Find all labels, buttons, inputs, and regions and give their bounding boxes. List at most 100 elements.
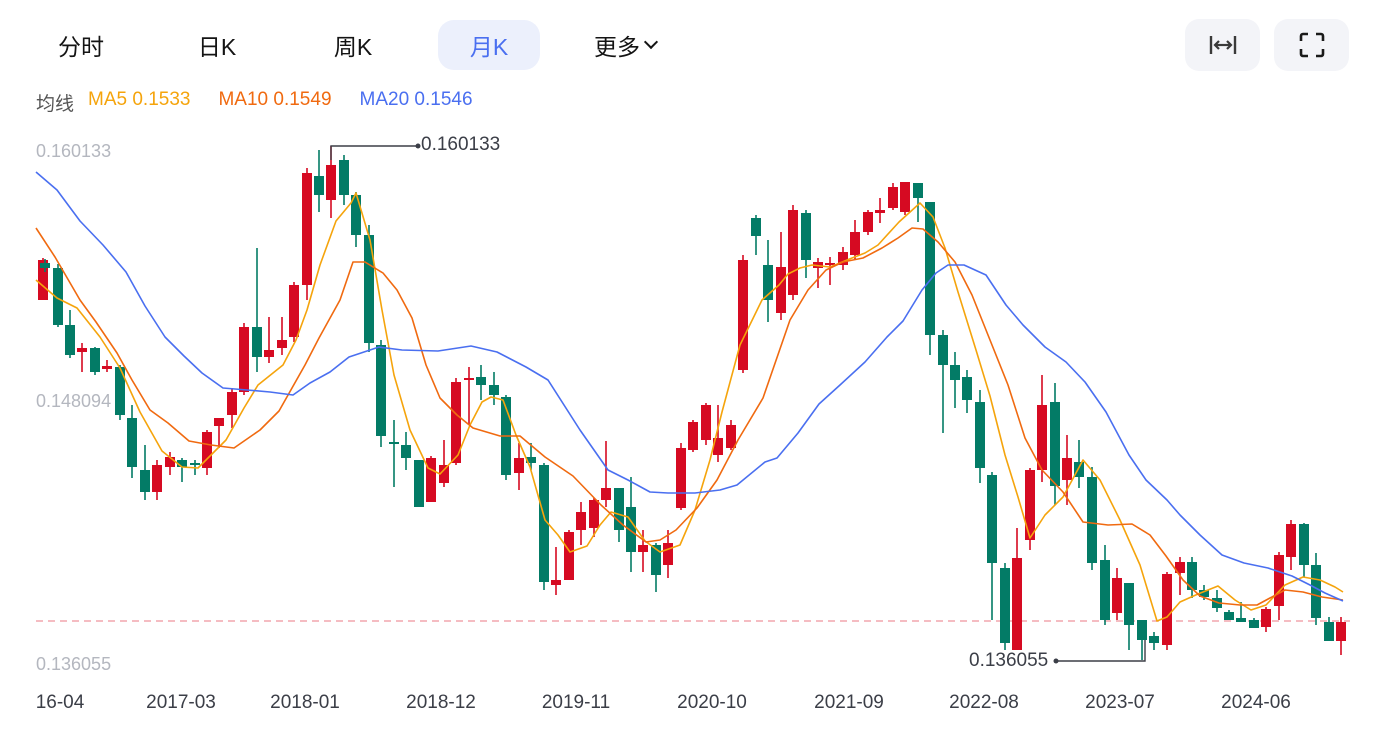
fit-width-button[interactable]: [1185, 19, 1260, 71]
candle-body: [1311, 565, 1321, 618]
tab-daily-k[interactable]: 日K: [166, 20, 268, 70]
candle-body: [239, 327, 249, 392]
x-axis-label: 2024-06: [1221, 692, 1291, 713]
candle-body: [1199, 590, 1209, 597]
x-axis-label: 2021-09: [814, 692, 884, 713]
candle-body: [90, 348, 100, 372]
candle-body: [1299, 524, 1309, 565]
candle-body: [1124, 583, 1134, 625]
candle-body: [376, 345, 386, 436]
y-axis-label-top: 0.160133: [36, 141, 112, 161]
candle-body: [339, 160, 349, 195]
candle-body: [40, 263, 50, 268]
tab-label: 周K: [333, 34, 373, 60]
tab-weekly-k[interactable]: 周K: [302, 20, 404, 70]
candle-body: [539, 465, 549, 582]
candle-body: [264, 350, 274, 357]
candle-body: [726, 425, 736, 448]
x-axis-label: 2018-01: [270, 692, 340, 713]
candle-body: [801, 213, 811, 260]
candle-body: [1050, 402, 1060, 486]
y-axis-label-bottom: 0.136055: [36, 654, 112, 674]
candle-body: [776, 267, 786, 313]
tab-intraday[interactable]: 分时: [30, 20, 132, 70]
candle-body: [925, 202, 935, 335]
x-axis-label: 2017-03: [146, 692, 216, 713]
y-axis-label-mid: 0.148094: [36, 391, 112, 411]
candle-body: [751, 218, 761, 236]
candle-body: [351, 195, 361, 235]
candle-body: [1149, 636, 1159, 643]
candle-body: [227, 392, 237, 415]
candle-body: [638, 545, 648, 552]
period-tabs: 分时 日K 周K 月K 更多: [30, 20, 710, 70]
ma-legend-label: 均线: [36, 94, 75, 115]
candle-body: [252, 327, 262, 357]
candle-body: [614, 488, 624, 530]
fullscreen-button[interactable]: [1274, 19, 1349, 71]
candle-body: [888, 187, 898, 208]
candle-body: [38, 260, 48, 300]
candle-body: [426, 458, 436, 502]
candle-body: [1037, 405, 1047, 470]
candle-body: [115, 367, 125, 415]
candle-body: [626, 507, 636, 552]
candle-body: [1025, 470, 1035, 540]
candle-body: [987, 475, 997, 563]
candle-body: [514, 458, 524, 473]
candle-body: [1074, 462, 1084, 477]
max-price-annotation: 0.160133: [421, 134, 501, 155]
candle-body: [950, 365, 960, 380]
candle-body: [975, 402, 985, 468]
candle-body: [165, 457, 175, 467]
candle-body: [551, 580, 561, 585]
candle-body: [526, 457, 536, 463]
candle-body: [202, 432, 212, 468]
tab-more-dropdown[interactable]: 更多: [574, 20, 676, 70]
candle-body: [1137, 620, 1147, 640]
candle-body: [913, 183, 923, 198]
candle-body: [1274, 555, 1284, 606]
candle-body: [1000, 568, 1010, 643]
candle-body: [326, 165, 336, 200]
candle-body: [302, 173, 312, 285]
candle-body: [601, 488, 611, 500]
candle-body: [190, 463, 200, 465]
candle-body: [1261, 609, 1271, 627]
candle-body: [476, 377, 486, 385]
candle-body: [962, 377, 972, 400]
candle-body: [65, 325, 75, 355]
candle-body: [825, 263, 835, 265]
candle-body: [1249, 620, 1259, 628]
candle-body: [850, 232, 860, 255]
tab-label: 更多: [594, 34, 640, 60]
candle-body: [414, 460, 424, 507]
max-pointer-line: [330, 145, 418, 160]
candle-body: [788, 210, 798, 295]
candle-body: [1224, 612, 1234, 620]
candle-body: [439, 465, 449, 483]
candle-body: [53, 268, 63, 325]
candle-body: [863, 212, 873, 232]
max-pointer-dot: [415, 143, 421, 149]
candle-body: [875, 210, 885, 213]
candle-body: [277, 340, 287, 348]
candle-body: [576, 512, 586, 530]
candle-body: [688, 422, 698, 450]
candle-body: [314, 176, 324, 195]
candle-body: [77, 348, 87, 352]
candle-body: [1112, 578, 1122, 613]
candle-body: [651, 545, 661, 575]
ma20-value: MA20 0.1546: [359, 89, 473, 110]
candle-body: [1087, 477, 1097, 563]
candle-body: [1100, 560, 1110, 620]
candle-body: [1012, 558, 1022, 650]
x-axis-label: 2019-11: [541, 692, 611, 713]
candle-body: [289, 285, 299, 337]
candle-body: [663, 543, 673, 565]
tab-monthly-k[interactable]: 月K: [438, 20, 540, 70]
candle-body: [938, 335, 948, 365]
candle-body: [489, 385, 499, 395]
candle-body: [364, 235, 374, 343]
